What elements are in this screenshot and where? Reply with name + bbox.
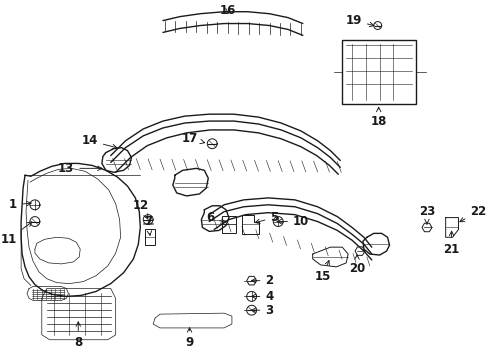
Text: 3: 3	[251, 304, 273, 317]
Text: 2: 2	[251, 274, 273, 287]
Text: 7: 7	[144, 215, 152, 235]
Text: 19: 19	[345, 14, 374, 27]
Text: 1: 1	[9, 198, 31, 211]
Text: 6: 6	[206, 211, 225, 224]
Text: 11: 11	[1, 222, 32, 246]
Bar	[145, 229, 155, 245]
Bar	[222, 216, 236, 233]
Text: 23: 23	[419, 205, 435, 224]
Text: 9: 9	[185, 328, 194, 349]
Text: 20: 20	[349, 255, 365, 275]
Text: 10: 10	[277, 215, 309, 228]
Text: 17: 17	[182, 132, 205, 145]
Text: 5: 5	[255, 211, 279, 224]
Text: 13: 13	[58, 162, 102, 175]
Text: 15: 15	[315, 261, 331, 283]
Text: 4: 4	[251, 290, 273, 303]
Text: 22: 22	[460, 205, 487, 222]
Text: 12: 12	[133, 199, 149, 219]
Text: 21: 21	[443, 231, 460, 256]
Bar	[342, 40, 416, 104]
Text: 16: 16	[220, 4, 236, 17]
Text: 18: 18	[370, 107, 387, 127]
Text: 8: 8	[74, 322, 82, 349]
Text: 14: 14	[81, 134, 117, 149]
